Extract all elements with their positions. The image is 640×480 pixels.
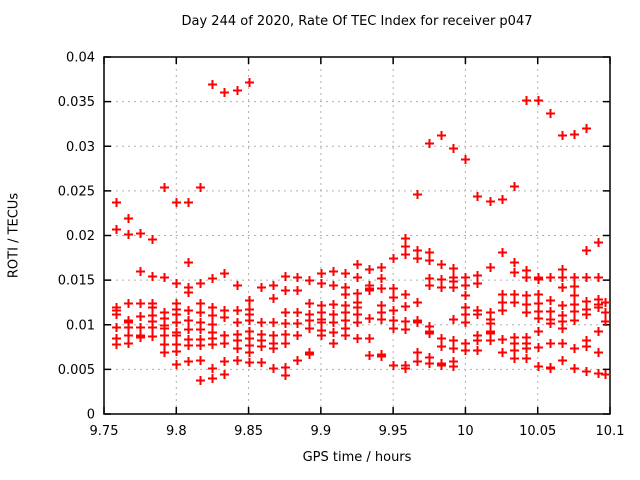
y-tick-label: 0.02 [66,229,95,244]
y-tick-label: 0.005 [58,363,95,378]
x-tick-label: 9.9 [311,424,332,439]
y-tick-label: 0.01 [66,318,95,333]
x-tick-label: 9.85 [234,424,263,439]
x-axis-label: GPS time / hours [302,450,412,465]
data-point-markers [112,78,610,385]
y-tick-label: 0 [87,408,95,423]
x-tick-label: 9.95 [379,424,408,439]
x-tick-label: 9.75 [90,424,119,439]
y-tick-label: 0.025 [58,184,95,199]
y-tick-label: 0.04 [66,51,95,66]
y-tick-label: 0.035 [58,95,95,110]
y-tick-label: 0.03 [66,140,95,155]
x-tick-label: 9.8 [166,424,187,439]
chart-title: Day 244 of 2020, Rate Of TEC Index for r… [181,14,533,29]
x-tick-label: 10 [457,424,474,439]
x-tick-label: 10.1 [596,424,625,439]
x-tick-label: 10.05 [519,424,556,439]
y-tick-label: 0.015 [58,274,95,289]
axis-ticks [103,56,611,415]
